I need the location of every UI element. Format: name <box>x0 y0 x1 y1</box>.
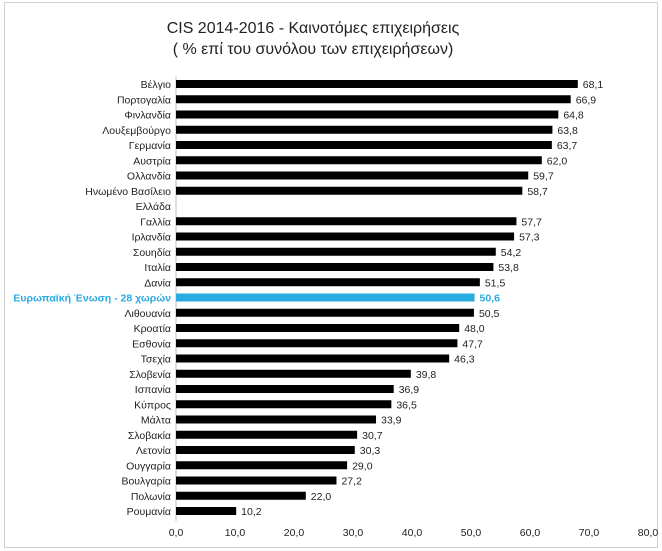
category-label: Λετονία <box>136 445 171 457</box>
bar <box>176 370 411 378</box>
category-label: Μάλτα <box>141 415 171 427</box>
bar <box>176 141 552 149</box>
category-label: Ελλάδα <box>136 201 171 213</box>
bar <box>176 309 474 317</box>
bar <box>176 355 449 363</box>
bar-value-label: 63,7 <box>557 140 578 152</box>
bar <box>176 217 516 225</box>
bar-value-label: 50,5 <box>479 308 500 320</box>
category-label: Ολλανδία <box>127 171 171 183</box>
category-label: Σλοβενία <box>129 369 171 381</box>
bar-value-label: 30,3 <box>360 445 381 457</box>
bar-value-label: 36,9 <box>399 384 420 396</box>
bar <box>176 80 578 88</box>
category-label: Ηνωμένο Βασίλειο <box>85 186 171 198</box>
x-tick-label: 30,0 <box>343 527 364 539</box>
bar-value-label: 57,7 <box>521 216 542 228</box>
bar <box>176 156 542 164</box>
bar-value-label: 51,5 <box>485 277 506 289</box>
bar <box>176 248 496 256</box>
bar-value-label: 22,0 <box>311 491 332 503</box>
bar-value-label: 58,7 <box>527 186 548 198</box>
category-label: Σλοβακία <box>128 430 171 442</box>
category-label: Δανία <box>144 277 171 289</box>
category-label: Ρουμανία <box>127 506 171 518</box>
category-label: Λιθουανία <box>125 308 172 320</box>
bar-value-label: 63,8 <box>557 125 578 137</box>
bar-value-label: 10,2 <box>241 506 262 518</box>
category-label: Ισπανία <box>135 384 171 396</box>
bar <box>176 294 475 302</box>
bar-value-label: 53,8 <box>498 262 519 274</box>
category-label: Βουλγαρία <box>121 476 171 488</box>
bar-value-label: 29,0 <box>352 460 373 472</box>
bar <box>176 385 394 393</box>
category-label: Σουηδία <box>133 247 171 259</box>
bar-value-label: 66,9 <box>576 94 597 106</box>
bar <box>176 492 306 500</box>
bar-value-label: 50,6 <box>480 293 501 305</box>
chart-subtitle: ( % επί του συνόλου των επιχειρήσεων) <box>173 41 454 58</box>
bar-value-label: 64,8 <box>563 110 584 122</box>
bar-value-label: 33,9 <box>381 415 402 427</box>
category-label: Γαλλία <box>140 216 171 228</box>
bar-value-label: 54,2 <box>501 247 522 259</box>
category-label: Πολωνία <box>131 491 171 503</box>
bar <box>176 477 336 485</box>
bar-value-label: 46,3 <box>454 354 475 366</box>
bar <box>176 324 459 332</box>
bar-value-label: 59,7 <box>533 171 554 183</box>
bar <box>176 416 376 424</box>
bar <box>176 461 347 469</box>
bar <box>176 263 493 271</box>
x-tick-label: 70,0 <box>579 527 600 539</box>
bar <box>176 446 355 454</box>
category-label: Ουγγαρία <box>126 460 171 472</box>
x-tick-label: 10,0 <box>225 527 246 539</box>
category-label: Φινλανδία <box>124 110 171 122</box>
bar-value-label: 36,5 <box>396 399 417 411</box>
bar <box>176 172 528 180</box>
x-tick-label: 50,0 <box>461 527 482 539</box>
bar-value-label: 62,0 <box>547 155 568 167</box>
chart-title: CIS 2014-2016 - Καινοτόμες επιχειρήσεις <box>167 20 460 37</box>
x-tick-label: 60,0 <box>520 527 541 539</box>
category-label: Λουξεμβούργο <box>102 125 171 137</box>
category-label: Ιταλία <box>144 262 171 274</box>
bar-value-label: 57,3 <box>519 232 540 244</box>
bar <box>176 431 357 439</box>
bar <box>176 278 480 286</box>
category-label: Κροατία <box>134 323 171 335</box>
bar <box>176 507 236 515</box>
bar <box>176 339 457 347</box>
bar-value-label: 68,1 <box>583 79 604 91</box>
x-tick-label: 80,0 <box>638 527 659 539</box>
bar <box>176 126 552 134</box>
x-tick-label: 40,0 <box>402 527 423 539</box>
bar <box>176 111 558 119</box>
x-tick-label: 0,0 <box>169 527 184 539</box>
bar-value-label: 30,7 <box>362 430 383 442</box>
category-label: Αυστρία <box>133 155 171 167</box>
category-label: Πορτογαλία <box>117 94 171 106</box>
category-label: Ιρλανδία <box>132 232 171 244</box>
x-tick-label: 20,0 <box>284 527 305 539</box>
category-label: Κύπρος <box>134 399 171 411</box>
category-label: Ευρωπαϊκή Ένωση - 28 χωρών <box>13 293 171 305</box>
bar-value-label: 39,8 <box>416 369 437 381</box>
bar-value-label: 48,0 <box>464 323 485 335</box>
bar-value-label: 47,7 <box>462 338 483 350</box>
bar <box>176 233 514 241</box>
bar <box>176 187 522 195</box>
bar <box>176 95 571 103</box>
bar <box>176 400 391 408</box>
category-label: Βέλγιο <box>141 79 172 91</box>
bar-value-label: 27,2 <box>341 476 362 488</box>
category-label: Γερμανία <box>129 140 171 152</box>
category-label: Εσθονία <box>132 338 171 350</box>
category-label: Τσεχία <box>141 354 171 366</box>
